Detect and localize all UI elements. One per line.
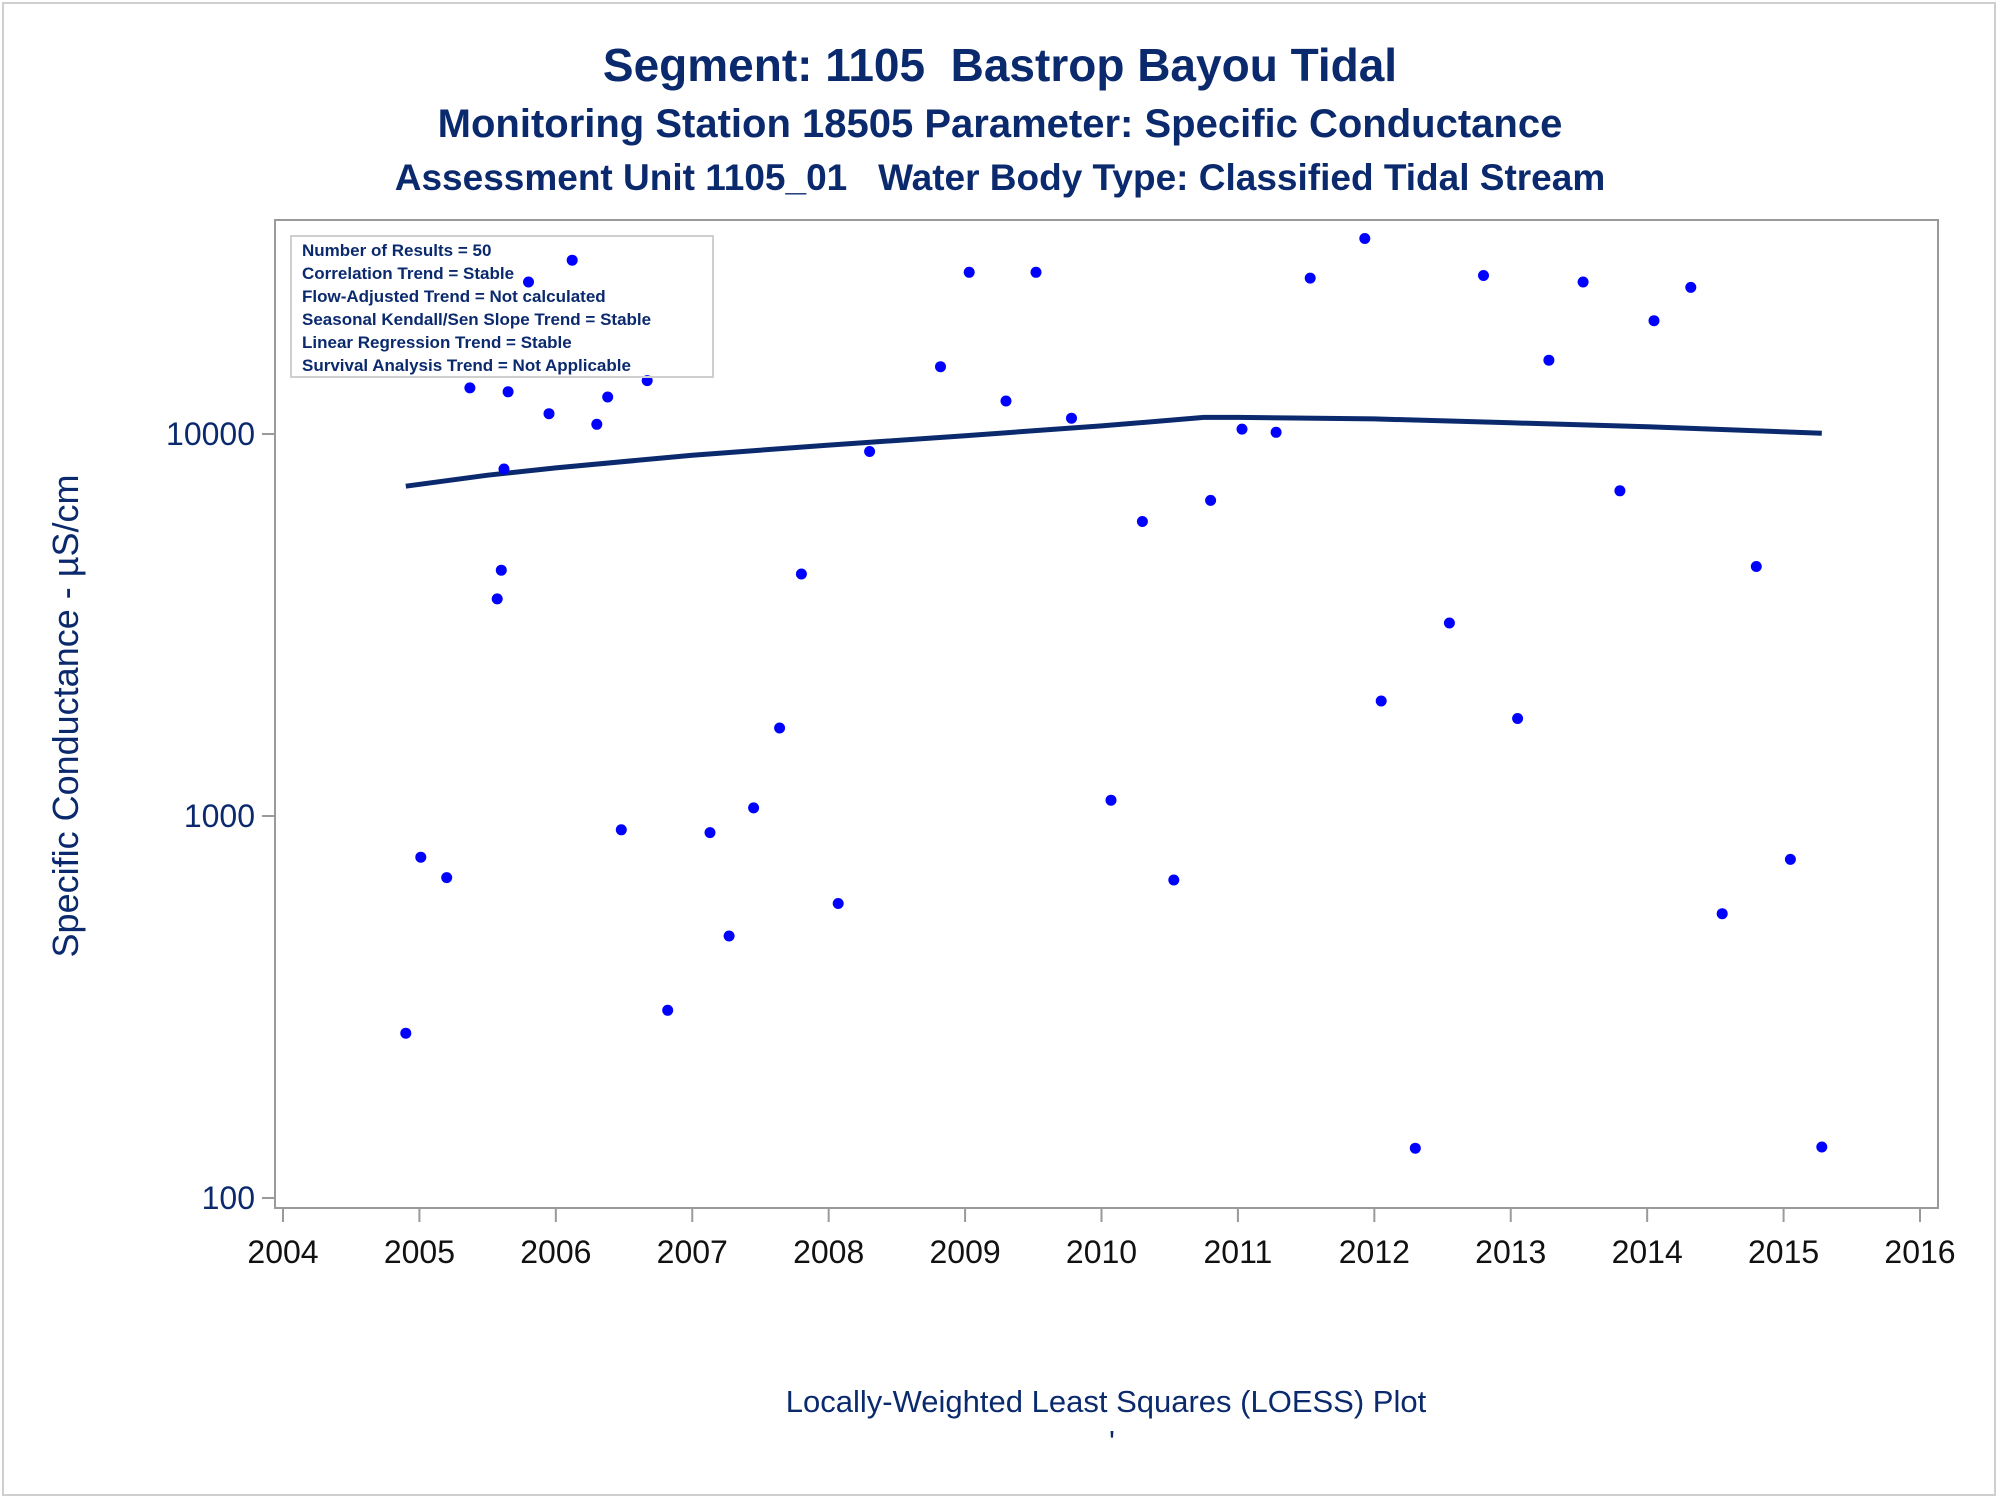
data-point (523, 276, 534, 288)
data-point (491, 593, 503, 605)
data-point (774, 722, 786, 734)
x-axis: 2004 2005 2006 2007 2008 2009 2010 2011 2012 2013… (247, 1208, 1956, 1270)
x-tick-label: 2004 (247, 1234, 318, 1270)
data-point (1478, 270, 1489, 281)
data-point (1236, 423, 1248, 435)
data-point (832, 898, 844, 909)
data-point (1750, 561, 1762, 572)
data-point (543, 408, 555, 420)
data-point (963, 266, 975, 278)
data-points (400, 233, 1828, 1154)
data-point (1784, 853, 1796, 865)
x-tick-label: 2016 (1884, 1234, 1955, 1270)
data-point (591, 418, 603, 430)
x-tick-label: 2013 (1475, 1234, 1546, 1270)
y-tick-label: 1000 (184, 798, 255, 834)
data-point (723, 930, 735, 942)
stats-box-border (290, 235, 714, 378)
data-point (1359, 233, 1371, 244)
footnote-mark: ' (1109, 1424, 1115, 1459)
data-point (1685, 281, 1697, 293)
stats-line: Survival Analysis Trend = Not Applicable (302, 356, 631, 375)
x-tick-label: 2009 (929, 1234, 1000, 1270)
x-tick-label: 2007 (657, 1234, 728, 1270)
data-point (1816, 1141, 1828, 1153)
data-point (1375, 695, 1387, 707)
stats-line: Correlation Trend = Stable (302, 264, 514, 283)
data-point (495, 564, 507, 576)
data-point (1716, 908, 1728, 920)
data-point (935, 361, 946, 373)
y-axis: 100 1000 10000 (166, 416, 275, 1216)
data-point (400, 1027, 412, 1039)
y-axis-label: Specific Conductance - µS/cm (45, 475, 86, 958)
data-point (441, 872, 453, 884)
x-tick-label: 2010 (1066, 1234, 1137, 1270)
chart-subtitle-2: Assessment Unit 1105_01 Water Body Type:… (394, 157, 1606, 198)
data-point (1105, 794, 1117, 806)
data-point (464, 382, 476, 394)
plot-area (274, 219, 1939, 1209)
data-point (1030, 266, 1042, 278)
data-point (1648, 315, 1660, 327)
x-tick-label: 2012 (1339, 1234, 1410, 1270)
x-tick-label: 2008 (793, 1234, 864, 1270)
data-point (1270, 426, 1282, 438)
x-tick-label: 2015 (1748, 1234, 1819, 1270)
stats-box: Number of Results = 50 Correlation Trend … (290, 235, 714, 378)
loess-line (405, 414, 1822, 489)
stats-line: Linear Regression Trend = Stable (302, 333, 572, 352)
data-point (1304, 272, 1316, 284)
data-point (748, 802, 760, 814)
data-point (1168, 874, 1180, 886)
data-point (602, 391, 614, 403)
data-point (704, 827, 716, 839)
chart-title: Segment: 1105 Bastrop Bayou Tidal (602, 39, 1398, 91)
data-point (1066, 412, 1077, 424)
data-point (415, 851, 427, 863)
x-tick-label: 2014 (1612, 1234, 1683, 1270)
data-point (1543, 354, 1555, 366)
y-tick-label: 10000 (166, 416, 255, 452)
data-point (1000, 395, 1012, 407)
data-point (1409, 1142, 1421, 1154)
data-point (1577, 276, 1589, 288)
data-point (1614, 485, 1626, 497)
data-point (1512, 713, 1524, 724)
stats-line: Number of Results = 50 (302, 241, 491, 260)
data-point (1136, 516, 1148, 527)
chart-subtitle: Monitoring Station 18505 Parameter: Spec… (437, 102, 1563, 146)
data-point (795, 568, 807, 580)
data-point (615, 824, 627, 836)
y-tick-label: 100 (202, 1180, 255, 1216)
data-point (502, 386, 514, 398)
x-tick-label: 2011 (1204, 1234, 1273, 1270)
data-point (662, 1004, 674, 1016)
footnote: Locally-Weighted Least Squares (LOESS) P… (786, 1384, 1427, 1419)
data-point (498, 463, 510, 475)
loess-trend-line (405, 414, 1822, 489)
data-point (566, 254, 578, 266)
stats-line: Flow-Adjusted Trend = Not calculated (302, 287, 606, 306)
data-point (1205, 494, 1217, 506)
data-point (1443, 617, 1455, 629)
data-point (864, 446, 876, 457)
stats-line: Seasonal Kendall/Sen Slope Trend = Stabl… (302, 310, 651, 329)
x-tick-label: 2005 (384, 1234, 455, 1270)
x-tick-label: 2006 (520, 1234, 591, 1270)
